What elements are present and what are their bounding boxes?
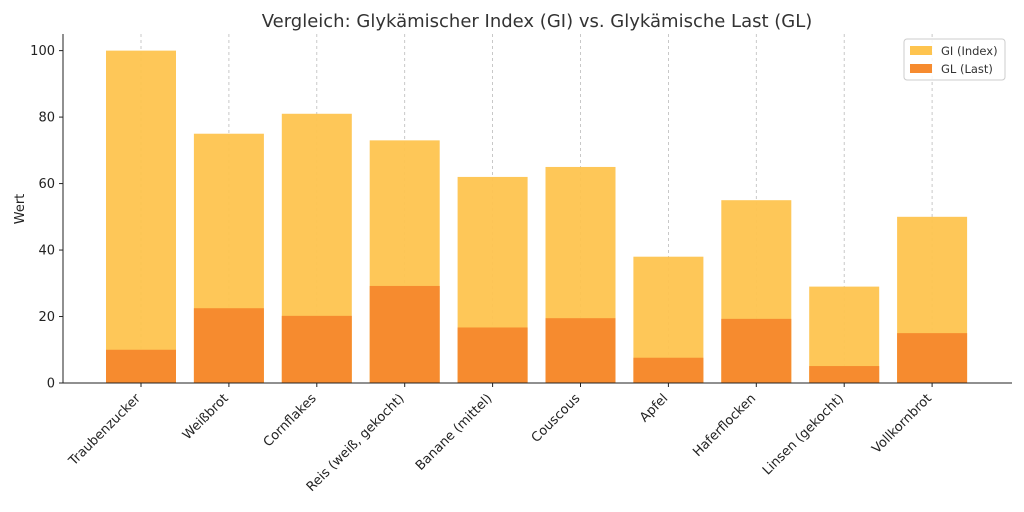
bar-gi	[106, 50, 176, 383]
bar-gl	[897, 333, 968, 383]
bar-gl	[106, 349, 176, 383]
x-tick-label: Vollkornbrot	[869, 391, 935, 457]
y-tick-label: 20	[38, 310, 55, 325]
y-tick-label: 80	[38, 111, 55, 126]
y-tick-label: 60	[38, 177, 55, 192]
x-tick-label: Haferflocken	[690, 391, 759, 460]
bar-gl	[193, 308, 264, 383]
bar-gl	[809, 366, 880, 383]
bar-gl	[545, 318, 616, 383]
bar-gl	[457, 327, 528, 383]
x-tick-label: Weißbrot	[180, 391, 232, 443]
y-ticks: 0 20 40 60 80 100	[30, 44, 63, 392]
gl-bars	[106, 285, 968, 383]
y-axis-title: Wert	[13, 194, 28, 225]
legend: GI (Index) GL (Last)	[903, 38, 1006, 81]
legend-label: GI (Index)	[941, 44, 998, 58]
bar-gl	[281, 315, 352, 383]
x-tick-label: Traubenzucker	[66, 391, 145, 470]
x-tick-label: Reis (weiß, gekocht)	[304, 391, 408, 495]
bar-gl	[721, 318, 792, 383]
legend-swatch	[910, 46, 932, 55]
y-tick-label: 40	[38, 244, 55, 259]
x-tick-label: Cornflakes	[261, 391, 320, 450]
bar-gl	[369, 285, 440, 383]
legend-swatch	[910, 64, 932, 73]
x-tick-label: Banane (mittel)	[413, 391, 496, 474]
x-tick-label: Couscous	[529, 391, 584, 446]
y-tick-label: 100	[30, 44, 55, 59]
x-tick-label: Apfel	[637, 391, 671, 425]
chart-title: Vergleich: Glykämischer Index (GI) vs. G…	[262, 11, 813, 32]
legend-label: GL (Last)	[941, 62, 993, 76]
bar-gl	[633, 357, 704, 383]
y-tick-label: 0	[47, 377, 55, 392]
x-tick-label: Linsen (gekocht)	[760, 391, 847, 478]
axes	[62, 34, 1012, 384]
